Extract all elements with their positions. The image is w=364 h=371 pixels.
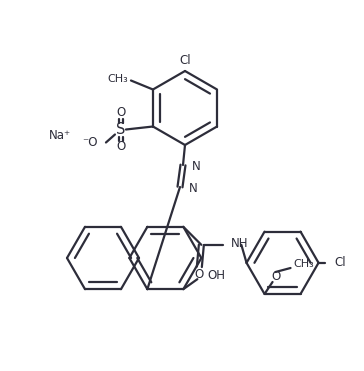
Text: O: O: [116, 140, 126, 153]
Text: Cl: Cl: [335, 256, 346, 269]
Text: O: O: [195, 268, 204, 281]
Text: CH₃: CH₃: [293, 259, 314, 269]
Text: ⁻O: ⁻O: [83, 136, 98, 149]
Text: Na⁺: Na⁺: [49, 129, 71, 142]
Text: NH: NH: [232, 237, 249, 250]
Text: N: N: [192, 160, 201, 173]
Text: N: N: [189, 181, 198, 194]
Text: OH: OH: [207, 269, 225, 282]
Text: CH₃: CH₃: [107, 75, 128, 85]
Text: Cl: Cl: [179, 53, 191, 66]
Text: O: O: [271, 269, 280, 282]
Text: O: O: [116, 106, 126, 119]
Text: S: S: [116, 122, 126, 137]
